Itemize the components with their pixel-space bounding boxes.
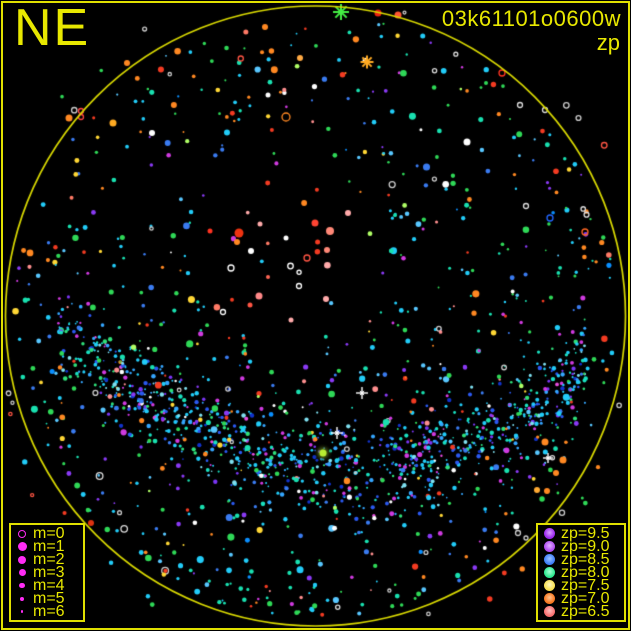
colorbar-variable-label: zp xyxy=(596,30,620,55)
magnitude-legend-row-5: m=5 xyxy=(11,590,83,607)
zeropoint-legend-label-4: zp=7.5 xyxy=(561,577,610,594)
magnitude-legend-label-3: m=3 xyxy=(33,564,65,581)
zeropoint-legend-marker-3 xyxy=(538,567,561,578)
magnitude-legend-row-6: m=6 xyxy=(11,603,83,620)
zeropoint-legend-row-0: zp=9.5 xyxy=(538,525,624,542)
magnitude-legend-row-3: m=3 xyxy=(11,564,83,581)
magnitude-legend-marker-3 xyxy=(11,569,33,576)
magnitude-legend-label-1: m=1 xyxy=(33,538,65,555)
magnitude-legend: m=0 m=1 m=2 m=3 m=4 m=5 m=6 xyxy=(9,523,85,622)
zeropoint-legend-marker-4 xyxy=(538,580,561,591)
zeropoint-legend-label-6: zp=6.5 xyxy=(561,603,610,620)
zeropoint-legend-label-3: zp=8.0 xyxy=(561,564,610,581)
magnitude-legend-label-2: m=2 xyxy=(33,551,65,568)
magnitude-legend-row-1: m=1 xyxy=(11,538,83,555)
zeropoint-legend-row-1: zp=9.0 xyxy=(538,538,624,555)
magnitude-legend-row-2: m=2 xyxy=(11,551,83,568)
zeropoint-legend-label-0: zp=9.5 xyxy=(561,525,610,542)
zeropoint-legend-row-6: zp=6.5 xyxy=(538,603,624,620)
zeropoint-legend-row-2: zp=8.5 xyxy=(538,551,624,568)
zeropoint-legend-label-1: zp=9.0 xyxy=(561,538,610,555)
zeropoint-legend-marker-2 xyxy=(538,554,561,565)
magnitude-legend-marker-1 xyxy=(11,542,33,551)
magnitude-legend-marker-6 xyxy=(11,610,33,613)
zeropoint-legend-marker-6 xyxy=(538,606,561,617)
magnitude-legend-label-0: m=0 xyxy=(33,525,65,542)
zeropoint-legend: zp=9.5 zp=9.0 zp=8.5 zp=8.0 zp=7.5 zp=7.0 zp=6… xyxy=(536,523,626,622)
frame-id-label: 03k61101o0600w xyxy=(441,6,621,31)
zeropoint-legend-row-3: zp=8.0 xyxy=(538,564,624,581)
magnitude-legend-marker-2 xyxy=(11,555,33,564)
magnitude-legend-label-4: m=4 xyxy=(33,577,65,594)
zeropoint-legend-row-4: zp=7.5 xyxy=(538,577,624,594)
magnitude-legend-label-6: m=6 xyxy=(33,603,65,620)
zeropoint-legend-label-5: zp=7.0 xyxy=(561,590,610,607)
zeropoint-legend-marker-5 xyxy=(538,593,561,604)
zeropoint-legend-marker-0 xyxy=(538,528,561,539)
zeropoint-legend-row-5: zp=7.0 xyxy=(538,590,624,607)
magnitude-legend-marker-0 xyxy=(11,529,33,538)
zeropoint-legend-marker-1 xyxy=(538,541,561,552)
magnitude-legend-marker-4 xyxy=(11,582,33,589)
magnitude-legend-row-0: m=0 xyxy=(11,525,83,542)
magnitude-legend-row-4: m=4 xyxy=(11,577,83,594)
magnitude-legend-marker-5 xyxy=(11,596,33,601)
zeropoint-legend-label-2: zp=8.5 xyxy=(561,551,610,568)
orientation-label: NE xyxy=(14,0,91,57)
magnitude-legend-label-5: m=5 xyxy=(33,590,65,607)
